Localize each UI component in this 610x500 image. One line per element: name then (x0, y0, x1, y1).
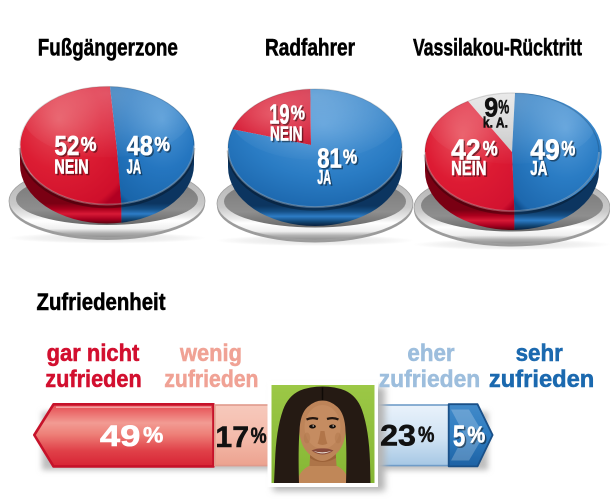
svg-text:NEIN: NEIN (270, 123, 303, 145)
svg-text:5: 5 (453, 420, 465, 453)
svg-text:23: 23 (380, 420, 416, 453)
svg-text:52: 52 (54, 130, 79, 161)
svg-text:81: 81 (317, 142, 342, 173)
svg-text:zufrieden: zufrieden (489, 366, 594, 393)
svg-text:eher: eher (407, 340, 454, 367)
svg-text:k. A.: k. A. (483, 115, 508, 132)
svg-text:%: % (81, 134, 97, 156)
svg-text:%: % (343, 147, 357, 169)
svg-text:%: % (483, 138, 498, 161)
svg-text:JA: JA (317, 167, 331, 189)
svg-text:%: % (251, 423, 267, 448)
svg-text:49: 49 (530, 135, 560, 167)
svg-text:48: 48 (127, 130, 153, 161)
svg-text:JA: JA (127, 157, 141, 179)
svg-text:%: % (143, 423, 163, 448)
svg-text:gar nicht: gar nicht (47, 340, 140, 367)
svg-text:zufrieden: zufrieden (164, 366, 258, 393)
svg-text:sehr: sehr (516, 340, 563, 367)
svg-text:zufrieden: zufrieden (45, 366, 142, 393)
svg-text:wenig: wenig (179, 340, 242, 367)
svg-text:Vassilakou-Rücktritt: Vassilakou-Rücktritt (413, 35, 582, 62)
svg-text:JA: JA (530, 158, 547, 180)
svg-text:zufrieden: zufrieden (379, 366, 481, 393)
svg-text:%: % (467, 422, 485, 448)
svg-text:Zufriedenheit: Zufriedenheit (37, 289, 166, 316)
svg-text:NEIN: NEIN (54, 157, 88, 179)
svg-text:NEIN: NEIN (451, 158, 486, 180)
svg-text:%: % (154, 134, 170, 156)
svg-text:9: 9 (484, 93, 498, 123)
svg-text:%: % (291, 103, 305, 125)
svg-text:%: % (418, 422, 434, 447)
svg-text:%: % (561, 138, 575, 161)
svg-text:42: 42 (451, 135, 481, 167)
svg-text:Fußgängerzone: Fußgängerzone (38, 35, 178, 62)
svg-text:19: 19 (269, 98, 289, 129)
svg-text:49: 49 (100, 420, 141, 453)
svg-text:17: 17 (215, 421, 249, 454)
svg-text:Radfahrer: Radfahrer (265, 35, 355, 62)
svg-text:%: % (498, 98, 509, 119)
